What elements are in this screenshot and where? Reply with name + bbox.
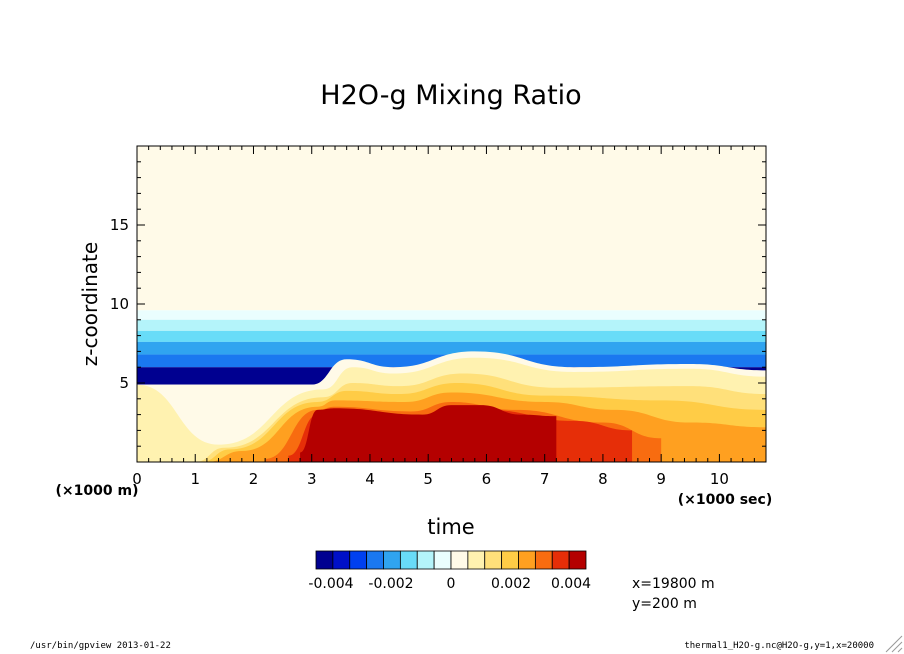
plot-field: [137, 146, 766, 462]
colorbar-swatch: [315, 550, 334, 570]
colorbar-swatch: [467, 550, 486, 570]
band-layer: [137, 146, 766, 385]
colorbar-tick-label: -0.004: [308, 576, 353, 592]
colorbar-swatch: [484, 550, 503, 570]
x-tick-label: 1: [190, 470, 200, 488]
x-tick-label: 8: [598, 470, 608, 488]
annotation-y: y=200 m: [632, 596, 697, 612]
colorbar-swatch: [399, 550, 418, 570]
colorbar-swatch: [568, 550, 587, 570]
y-ticks: 5 10 15: [110, 161, 766, 447]
band-2: [137, 319, 766, 331]
band-0: [137, 146, 766, 311]
y-axis-label: z-coordinate: [78, 242, 102, 366]
x-axis-label: time: [427, 515, 474, 539]
footer-right: thermal1_H2O-g.nc@H2O-g,y=1,x=20000: [684, 641, 874, 651]
y-tick-label: 10: [110, 295, 129, 313]
band-1: [137, 310, 766, 320]
colorbar-swatch: [518, 550, 536, 570]
colorbar-swatch: [551, 550, 570, 570]
x-tick-label: 5: [423, 470, 433, 488]
colorbar-swatch: [416, 550, 435, 570]
colorbar-swatch: [332, 550, 351, 570]
x-tick-label: 7: [540, 470, 550, 488]
colorbar-swatch: [366, 550, 384, 570]
colorbar-swatch: [433, 550, 452, 570]
x-tick-label: 4: [365, 470, 375, 488]
y-axis-unit: (×1000 m): [56, 483, 139, 499]
anomaly-layer: [137, 351, 766, 462]
colorbar-swatch: [501, 550, 519, 570]
x-axis-unit: (×1000 sec): [678, 492, 773, 508]
y-tick-label: 15: [110, 216, 129, 234]
x-tick-label: 2: [249, 470, 259, 488]
band-4: [137, 341, 766, 355]
resize-grip-icon[interactable]: [885, 635, 903, 653]
colorbar-tick-label: 0.002: [491, 576, 531, 592]
x-tick-label: 0: [132, 470, 142, 488]
footer-left: /usr/bin/gpview 2013-01-22: [30, 641, 171, 651]
colorbar-tick-label: 0: [447, 576, 456, 592]
band-3: [137, 330, 766, 342]
x-ticks: 0 1 2 3 4 5 6 7 8 9 10: [132, 146, 767, 488]
y-tick-label: 5: [119, 374, 129, 392]
chart-title: H2O-g Mixing Ratio: [320, 80, 581, 111]
colorbar-tick-label: -0.002: [368, 576, 413, 592]
colorbar-swatch: [450, 550, 469, 570]
x-tick-label: 3: [307, 470, 317, 488]
contour-fill-8: [300, 405, 557, 462]
x-tick-label: 10: [710, 470, 729, 488]
colorbar-ticks: -0.004 -0.002 0 0.002 0.004: [308, 576, 591, 592]
colorbar-tick-label: 0.004: [551, 576, 591, 592]
colorbar-swatch: [349, 550, 368, 570]
annotation-x: x=19800 m: [632, 576, 715, 592]
colorbar: [315, 550, 587, 570]
colorbar-swatch: [534, 550, 553, 570]
colorbar-swatch: [383, 550, 401, 570]
x-tick-label: 9: [656, 470, 666, 488]
x-tick-label: 6: [482, 470, 492, 488]
